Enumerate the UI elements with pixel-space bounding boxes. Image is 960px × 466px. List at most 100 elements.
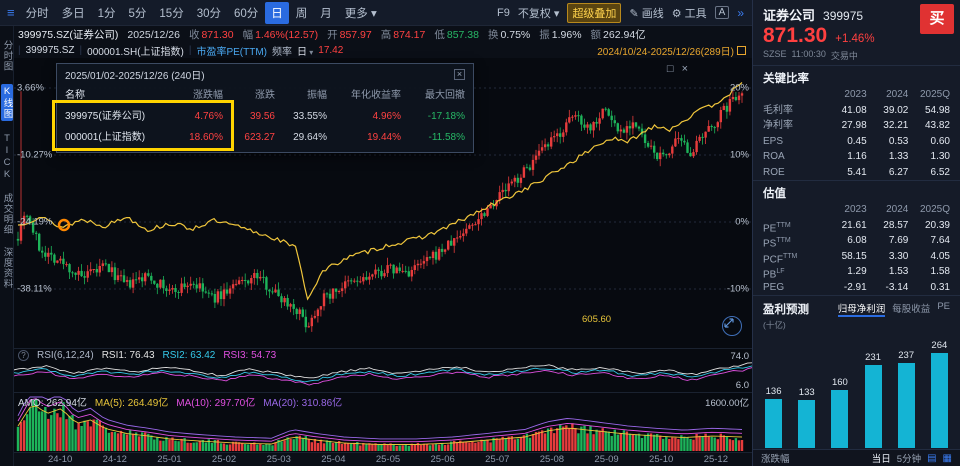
exchange-label: SZSE — [763, 49, 787, 59]
table-col-2023: 2023 — [844, 204, 867, 215]
tool-adjust-mode[interactable]: 不复权 ▾ — [517, 7, 560, 20]
last-price: 871.30 — [763, 24, 828, 47]
main-chart-panel[interactable]: 3.66% 20% -10.27% 10% -24.19% 0% -38.11% -10% □… — [14, 58, 752, 348]
period-周[interactable]: 周 — [295, 7, 308, 20]
popup-title: 2025/01/02-2025/12/26 (240日) — [65, 71, 205, 82]
tool-super-overlay[interactable]: 超级叠加 — [567, 2, 622, 23]
left-sidebar: 分时图 K线图 TICK 成交明细深度资料 — [0, 26, 14, 466]
freq-select[interactable]: 日 ▾ — [297, 47, 314, 58]
popup-close-icon[interactable]: × — [454, 69, 465, 80]
popup-row-name: 000001(上证指数) — [65, 132, 146, 143]
row-label-PCF: PCFTTM — [763, 252, 798, 265]
index-min-label: 605.60 — [582, 314, 612, 325]
grid-view-icon[interactable]: ▤ — [927, 452, 937, 464]
sidebar-item-深度资料[interactable]: 深度资料 — [1, 246, 13, 289]
forecast-tab-PE[interactable]: PE — [937, 301, 950, 312]
forecast-unit: (十亿) — [763, 320, 786, 330]
row-value: 1.33 — [888, 151, 909, 162]
sidebar-item-分时图[interactable]: 分时图 — [1, 40, 13, 72]
zoom-expand-icon[interactable] — [722, 316, 742, 336]
popup-cell: 623.27 — [244, 132, 275, 143]
period-月[interactable]: 月 — [320, 7, 332, 20]
overlay-separator: | — [188, 45, 192, 56]
row-value: 7.64 — [930, 235, 950, 246]
period-1分[interactable]: 1分 — [97, 7, 116, 20]
date-range[interactable]: 2024/10/24-2025/12/26(289日) — [597, 43, 752, 58]
quote-field-label: 收 — [188, 29, 200, 41]
popup-cell: -17.18% — [427, 111, 465, 122]
period-更多[interactable]: 更多 ▾ — [344, 7, 377, 20]
period-多日[interactable]: 多日 — [61, 7, 85, 20]
bottom-tab-当日[interactable]: 当日 — [871, 454, 891, 465]
rsi-param: RSI(6,12,24) — [37, 350, 94, 361]
popup-cell: 33.55% — [293, 111, 327, 122]
rsi1-label: RSI1: 76.43 — [101, 350, 155, 361]
quote-field-幅: 幅 1.46%(12.57) — [243, 27, 319, 42]
forecast-bar — [831, 390, 849, 448]
quote-symbol[interactable]: 399975.SZ(证券公司) — [18, 29, 119, 41]
x-label-25-10: 25-10 — [649, 454, 674, 465]
row-value: 6.52 — [930, 166, 950, 178]
overlay-items: | 399975.SZ | 000001.SH(上证指数) | 市盈率PE(TTM) — [18, 43, 267, 58]
forecast-tab-每股收益[interactable]: 每股收益 — [892, 304, 931, 315]
stock-name: 证券公司 — [763, 8, 816, 23]
right-axis-tick: -10% — [726, 283, 749, 295]
row-value: -3.14 — [885, 281, 909, 293]
forecast-tab-归母净利润[interactable]: 归母净利润 — [837, 301, 886, 317]
row-label-PB: PBLF — [763, 268, 785, 281]
close-window-icon[interactable]: × — [681, 63, 688, 75]
tool-font-a[interactable]: A — [714, 6, 730, 19]
collapse-chevron-icon[interactable]: » — [737, 5, 744, 20]
tool-f9[interactable]: F9 — [497, 6, 510, 19]
help-icon[interactable]: ? — [18, 350, 29, 361]
calendar-icon — [737, 46, 746, 55]
bottom-left-label[interactable]: 涨跌幅 — [761, 454, 790, 465]
x-label-25-12: 25-12 — [703, 454, 728, 465]
bottom-tab-5分钟[interactable]: 5分钟 — [896, 454, 922, 465]
tool-draw-line[interactable]: ✎ 画线 — [629, 7, 664, 20]
rsi-panel[interactable]: ? RSI(6,12,24) RSI1: 76.43 RSI2: 63.42 R… — [14, 348, 752, 392]
period-15分[interactable]: 15分 — [159, 7, 184, 20]
row-value: 54.98 — [924, 104, 950, 116]
rsi-header: ? RSI(6,12,24) RSI1: 76.43 RSI2: 63.42 R… — [18, 350, 276, 361]
pe-value: 17.42 — [318, 45, 344, 56]
popup-col-1: 涨跌幅 — [193, 90, 223, 101]
period-5分[interactable]: 5分 — [128, 7, 147, 20]
x-label-25-02: 25-02 — [211, 454, 237, 465]
overlay-item-1[interactable]: 000001.SH(上证指数) — [87, 47, 184, 58]
row-label-净利率: 净利率 — [763, 120, 793, 131]
rsi2-label: RSI2: 63.42 — [162, 350, 216, 361]
quote-bar: 399975.SZ(证券公司) 2025/12/26 收 871.30 幅 1.46%… — [14, 26, 752, 43]
row-value: 0.45 — [847, 135, 867, 147]
period-分时[interactable]: 分时 — [25, 7, 49, 20]
forecast-bar-col: 1332023A — [795, 332, 818, 460]
amo-panel[interactable]: AMO: 262.94亿 MA(5): 264.49亿 MA(10): 297.… — [14, 392, 752, 452]
quote-field-额: 额 262.94亿 — [591, 27, 646, 42]
restore-window-icon[interactable]: □ — [666, 63, 674, 75]
popup-cell: 19.44% — [367, 132, 401, 143]
buy-button[interactable]: 买 — [920, 4, 954, 34]
forecast-tabs: 归母净利润 每股收益 PE — [837, 301, 950, 317]
chart-view-icon[interactable]: ▦ — [942, 452, 952, 464]
period-日[interactable]: 日 — [265, 1, 289, 24]
sidebar-item-K线图[interactable]: K线图 — [0, 83, 13, 121]
change-percent: +1.46% — [835, 33, 875, 45]
period-60分[interactable]: 60分 — [234, 7, 259, 20]
forecast-header: 盈利预测 归母净利润 每股收益 PE — [753, 295, 960, 318]
menu-icon[interactable]: ≡ — [7, 5, 15, 20]
row-label-EPS: EPS — [763, 135, 784, 147]
overlay-item-2[interactable]: 市盈率PE(TTM) — [196, 47, 268, 58]
popup-cell: 4.96% — [372, 111, 401, 122]
row-label-毛利率: 毛利率 — [763, 104, 793, 116]
amo-ma5-label: MA(5): 264.49亿 — [94, 398, 169, 409]
sidebar-item-成交明细[interactable]: 成交明细 — [1, 192, 13, 235]
row-value: 28.57 — [883, 219, 909, 231]
overlay-item-0[interactable]: 399975.SZ — [25, 45, 75, 56]
candlestick-chart[interactable] — [14, 58, 752, 348]
sidebar-item-TICK[interactable]: TICK — [1, 132, 13, 181]
quote-date: 2025/12/26 — [127, 28, 180, 41]
toolbar-right: F9 不复权 ▾ 超级叠加 ✎ 画线 ⚙ 工具 A » — [497, 2, 748, 23]
period-30分[interactable]: 30分 — [196, 7, 221, 20]
row-value: 58.15 — [841, 250, 867, 262]
tool-tools[interactable]: ⚙ 工具 — [671, 7, 707, 20]
